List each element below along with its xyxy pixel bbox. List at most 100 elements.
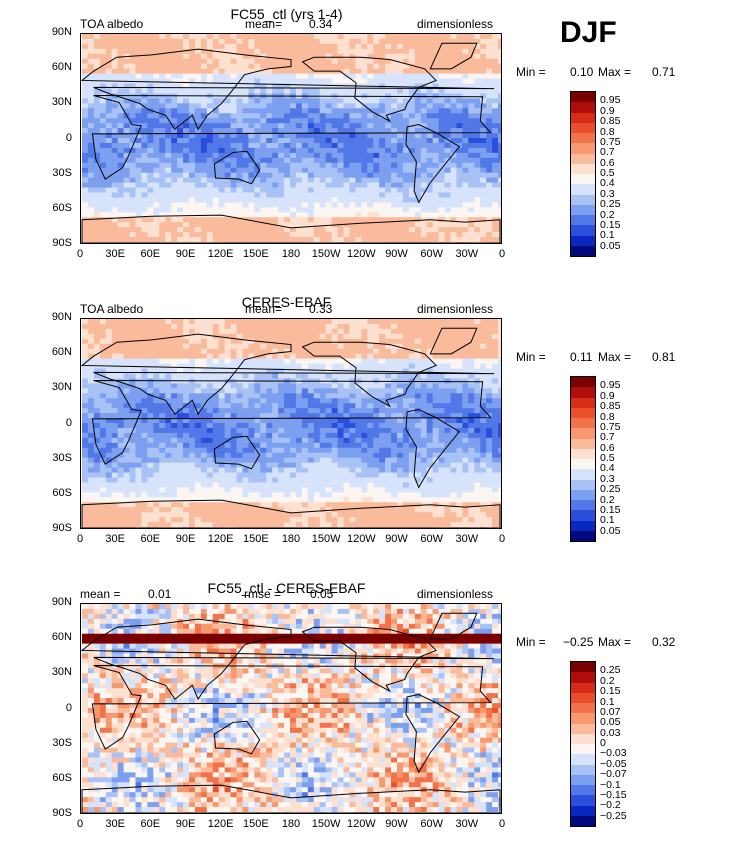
field-cell: [165, 358, 172, 365]
field-cell: [206, 142, 214, 149]
field-cell: [468, 423, 475, 429]
field-cell: [379, 328, 386, 335]
field-cell: [396, 242, 404, 243]
field-cell: [153, 167, 160, 174]
field-cell: [444, 388, 451, 394]
field-cell: [349, 413, 356, 419]
field-cell: [87, 68, 95, 75]
field-cell: [117, 157, 125, 164]
field-cell: [307, 123, 315, 129]
field-cell: [123, 58, 131, 65]
field-cell: [165, 388, 172, 394]
field-cell: [331, 118, 339, 124]
field-cell: [266, 133, 273, 139]
field-cell: [420, 113, 428, 119]
field-cell: [492, 138, 499, 144]
field-cell: [129, 202, 136, 208]
field-cell: [414, 333, 422, 340]
field-cell: [224, 388, 232, 394]
field-cell: [301, 133, 309, 139]
field-cell: [278, 383, 285, 389]
field-cell: [111, 88, 119, 94]
field-cell: [200, 338, 208, 345]
field-cell: [105, 88, 113, 94]
field-cell: [426, 242, 434, 243]
field-cell: [260, 192, 267, 198]
field-cell: [183, 34, 190, 40]
field-cell: [438, 34, 446, 40]
field-cell: [111, 373, 119, 379]
field-cell: [426, 43, 434, 50]
field-cell: [188, 98, 196, 104]
field-cell: [254, 88, 261, 94]
field-cell: [414, 63, 422, 70]
field-cell: [438, 403, 446, 409]
field-cell: [248, 38, 255, 45]
field-cell: [278, 437, 285, 444]
field-cell: [99, 333, 107, 340]
field-cell: [361, 353, 368, 360]
field-cell: [379, 128, 386, 134]
field-cell: [171, 222, 178, 228]
field-cell: [153, 408, 160, 414]
field-cell: [379, 167, 386, 174]
field-cell: [254, 333, 261, 340]
field-cell: [307, 34, 315, 40]
field-cell: [135, 53, 142, 60]
field-cell: [408, 98, 416, 104]
field-cell: [486, 133, 493, 139]
field-cell: [438, 388, 446, 394]
field-cell: [141, 88, 148, 94]
field-cell: [260, 162, 267, 169]
field-cell: [111, 212, 119, 218]
field-cell: [498, 432, 501, 439]
field-cell: [272, 38, 279, 45]
field-cell: [295, 227, 303, 233]
field-cell: [242, 108, 249, 114]
field-cell: [373, 222, 380, 228]
field-cell: [432, 348, 440, 355]
field-cell: [171, 187, 178, 193]
field-cell: [260, 368, 267, 374]
field-cell: [367, 328, 374, 335]
field-cell: [492, 398, 499, 404]
field-cell: [456, 207, 463, 213]
field-cell: [408, 58, 416, 65]
field-cell: [456, 338, 463, 345]
field-cell: [266, 222, 273, 228]
field-cell: [105, 413, 113, 419]
field-cell: [248, 108, 255, 114]
field-cell: [307, 358, 315, 365]
field-cell: [486, 98, 493, 104]
field-cell: [420, 88, 428, 94]
field-cell: [349, 348, 356, 355]
field-cell: [420, 38, 428, 45]
field-cell: [93, 403, 101, 409]
field-cell: [183, 58, 190, 65]
field-cell: [385, 177, 392, 184]
field-cell: [414, 172, 422, 179]
field-cell: [361, 217, 368, 223]
field-cell: [278, 217, 285, 223]
field-cell: [480, 88, 487, 94]
field-cell: [313, 323, 321, 330]
field-cell: [313, 197, 321, 203]
field-cell: [307, 197, 315, 203]
field-cell: [165, 403, 172, 409]
field-cell: [284, 373, 291, 379]
field-cell: [337, 113, 344, 119]
field-cell: [272, 217, 279, 223]
field-cell: [111, 63, 119, 70]
field-cell: [486, 167, 493, 174]
field-cell: [254, 83, 261, 89]
field-cell: [361, 348, 368, 355]
field-cell: [325, 167, 333, 174]
field-cell: [272, 88, 279, 94]
left-label: TOA albedo: [80, 302, 144, 316]
field-cell: [391, 383, 398, 389]
field-cell: [266, 319, 273, 325]
field-cell: [373, 343, 380, 350]
field-cell: [402, 128, 410, 134]
field-cell: [153, 348, 160, 355]
field-cell: [313, 98, 321, 104]
